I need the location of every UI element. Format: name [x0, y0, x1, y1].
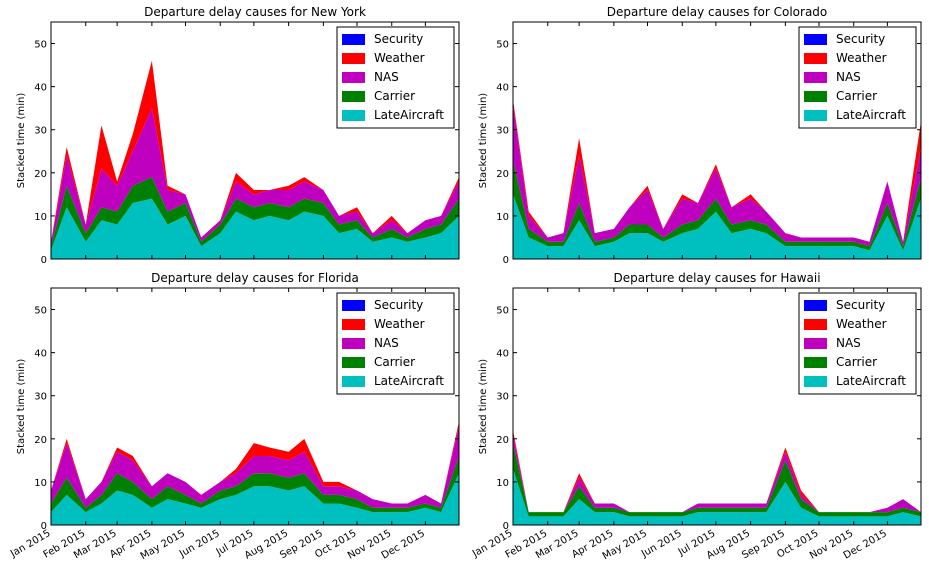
y-tick-label: 30 — [34, 392, 47, 403]
y-tick-label: 0 — [503, 255, 509, 266]
y-tick-label: 20 — [34, 169, 47, 180]
y-tick-label: 0 — [41, 521, 47, 532]
legend-swatch-carrier — [342, 357, 365, 368]
chart-panel-1: 0 10 20 30 40 50 Departure delay causes for Co… — [478, 5, 922, 266]
legend-label-security: Security — [836, 298, 885, 312]
chart-title: Departure delay causes for Florida — [151, 271, 359, 285]
y-tick-label: 30 — [34, 126, 47, 137]
y-tick-label: 50 — [496, 306, 509, 317]
legend-label-nas: NAS — [836, 336, 861, 350]
area-lateaircraft — [513, 194, 921, 259]
legend-swatch-lateaircraft — [342, 376, 365, 387]
legend-label-nas: NAS — [374, 70, 399, 84]
y-tick-label: 10 — [34, 212, 47, 223]
area-lateaircraft — [513, 468, 921, 525]
area-carrier — [513, 159, 921, 251]
y-tick-label: 40 — [34, 83, 47, 94]
y-tick-label: 10 — [496, 212, 509, 223]
legend-swatch-lateaircraft — [342, 110, 365, 121]
y-tick-label: 30 — [496, 392, 509, 403]
y-axis-label: Stacked time (min) — [478, 93, 489, 189]
plot-frame — [50, 287, 460, 526]
area-carrier — [51, 177, 459, 251]
area-nas — [513, 103, 921, 247]
y-tick-label: 20 — [34, 435, 47, 446]
legend-swatch-lateaircraft — [804, 376, 827, 387]
legend-swatch-nas — [342, 338, 365, 349]
y-tick-label: 0 — [503, 521, 509, 532]
y-tick-label: 0 — [41, 255, 47, 266]
legend-label-carrier: Carrier — [836, 355, 877, 369]
legend-label-weather: Weather — [374, 51, 425, 65]
legend-swatch-security — [804, 300, 827, 311]
legend-label-carrier: Carrier — [374, 355, 415, 369]
legend-swatch-carrier — [804, 91, 827, 102]
chart-title: Departure delay causes for New York — [144, 5, 366, 19]
legend-label-lateaircraft: LateAircraft — [836, 374, 906, 388]
legend-label-nas: NAS — [836, 70, 861, 84]
y-axis-label: Stacked time (min) — [16, 93, 27, 189]
legend-swatch-security — [342, 300, 365, 311]
legend-label-security: Security — [836, 32, 885, 46]
legend-swatch-nas — [804, 72, 827, 83]
legend-swatch-weather — [342, 53, 365, 64]
chart-title: Departure delay causes for Colorado — [607, 5, 828, 19]
legend-swatch-carrier — [342, 91, 365, 102]
y-tick-label: 30 — [496, 126, 509, 137]
legend-label-carrier: Carrier — [836, 89, 877, 103]
chart-title: Departure delay causes for Hawaii — [613, 271, 820, 285]
legend-label-security: Security — [374, 32, 423, 46]
area-weather — [51, 60, 459, 242]
y-tick-label: 50 — [34, 306, 47, 317]
legend-label-weather: Weather — [836, 51, 887, 65]
y-tick-label: 20 — [496, 435, 509, 446]
legend-label-lateaircraft: LateAircraft — [836, 108, 906, 122]
legend-label-carrier: Carrier — [374, 89, 415, 103]
legend: Security Weather NAS Carrier LateAircraft — [798, 292, 917, 395]
y-tick-label: 40 — [496, 349, 509, 360]
area-nas — [51, 108, 459, 247]
y-tick-label: 20 — [496, 169, 509, 180]
plot-frame — [512, 287, 922, 526]
area-weather — [513, 99, 921, 242]
legend-swatch-nas — [342, 72, 365, 83]
plot-frame — [512, 21, 922, 260]
legend-swatch-security — [804, 34, 827, 45]
y-tick-label: 10 — [34, 478, 47, 489]
legend-swatch-weather — [342, 319, 365, 330]
legend: Security Weather NAS Carrier LateAircraft — [336, 292, 455, 395]
area-carrier — [51, 456, 459, 513]
legend-label-security: Security — [374, 298, 423, 312]
y-tick-label: 40 — [34, 349, 47, 360]
y-tick-label: 40 — [496, 83, 509, 94]
legend-swatch-nas — [804, 338, 827, 349]
area-lateaircraft — [51, 473, 459, 525]
legend-swatch-lateaircraft — [804, 110, 827, 121]
y-tick-label: 10 — [496, 478, 509, 489]
legend-label-nas: NAS — [374, 336, 399, 350]
legend: Security Weather NAS Carrier LateAircraft — [798, 26, 917, 129]
chart-panel-0: 0 10 20 30 40 50 Departure delay causes for Ne… — [16, 5, 460, 266]
legend: Security Weather NAS Carrier LateAircraft — [336, 26, 455, 129]
y-axis-label: Stacked time (min) — [478, 359, 489, 455]
legend-swatch-weather — [804, 53, 827, 64]
y-tick-label: 50 — [34, 40, 47, 51]
area-nas — [51, 425, 459, 508]
legend-swatch-carrier — [804, 357, 827, 368]
y-tick-label: 50 — [496, 40, 509, 51]
legend-swatch-security — [342, 34, 365, 45]
y-axis-label: Stacked time (min) — [16, 359, 27, 455]
legend-label-lateaircraft: LateAircraft — [374, 108, 444, 122]
legend-label-lateaircraft: LateAircraft — [374, 374, 444, 388]
legend-label-weather: Weather — [374, 317, 425, 331]
area-lateaircraft — [51, 198, 459, 259]
plot-frame — [50, 21, 460, 260]
legend-label-weather: Weather — [836, 317, 887, 331]
legend-swatch-weather — [804, 319, 827, 330]
